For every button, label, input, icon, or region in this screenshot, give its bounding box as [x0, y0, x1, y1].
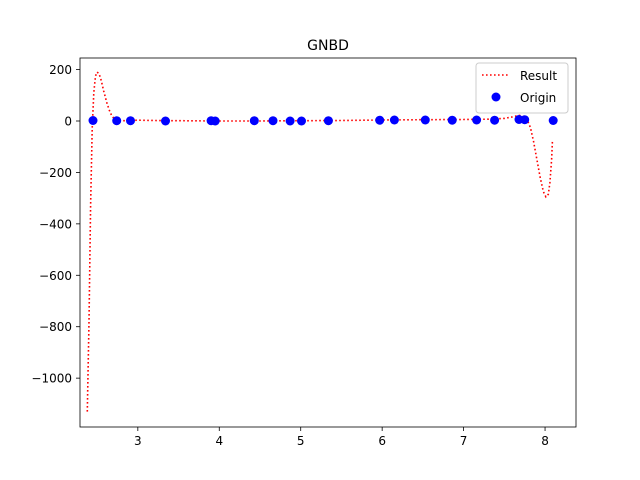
origin-point	[249, 116, 259, 126]
origin-point	[447, 115, 457, 125]
origin-point	[323, 116, 333, 126]
origin-point	[88, 116, 98, 125]
origin-point	[285, 116, 295, 126]
y-tick-label: −1000	[31, 372, 72, 386]
legend-result-label: Result	[520, 69, 557, 83]
plot-area	[86, 70, 558, 412]
x-tick-label: 7	[460, 434, 468, 448]
x-tick-label: 6	[378, 434, 386, 448]
legend-origin-marker	[491, 92, 501, 102]
axes: 3 4 5 6 7 8 200 0 −200 −400 −600 −800 −1000	[31, 57, 577, 448]
chart-title: GNBD	[307, 38, 349, 54]
origin-point	[126, 116, 135, 126]
x-tick-label: 5	[297, 434, 305, 448]
origin-point	[161, 116, 170, 126]
y-tick-label: −400	[39, 217, 72, 231]
y-tick-label: 200	[49, 63, 72, 77]
axes-frame	[79, 57, 577, 428]
origin-point	[268, 116, 278, 126]
y-tick-label: −200	[39, 166, 72, 180]
y-tick-label: 0	[64, 115, 72, 129]
x-tick-label: 8	[541, 434, 549, 448]
x-tick-label: 3	[134, 434, 142, 448]
legend-origin-label: Origin	[520, 91, 556, 105]
legend: Result Origin	[475, 62, 569, 114]
origin-point	[520, 115, 530, 125]
y-tick-label: −800	[39, 320, 72, 334]
x-tick-label: 4	[215, 434, 223, 448]
origin-point	[112, 116, 122, 126]
origin-point	[210, 116, 220, 126]
origin-point	[389, 115, 399, 125]
y-tick-label: −600	[39, 269, 72, 283]
origin-point	[375, 115, 385, 125]
origin-point	[490, 115, 500, 125]
origin-point	[548, 116, 558, 125]
origin-point	[472, 115, 482, 125]
origin-point	[297, 116, 306, 126]
origin-point	[420, 115, 430, 125]
